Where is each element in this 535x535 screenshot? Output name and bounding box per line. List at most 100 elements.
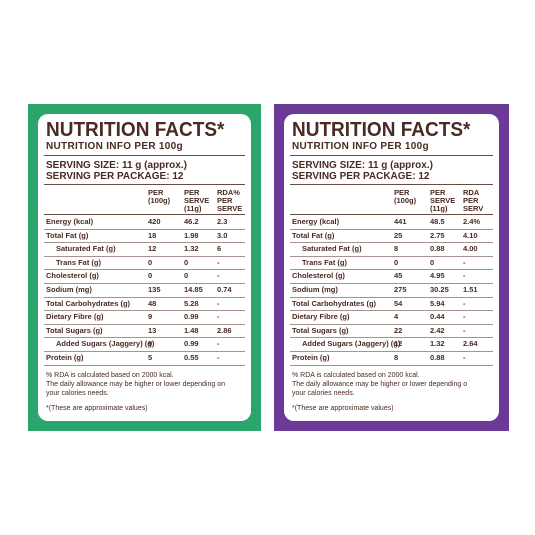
rule xyxy=(290,214,493,215)
column-header: RDA xyxy=(463,188,480,197)
note: The daily allowance may be higher or low… xyxy=(292,381,468,388)
row-label: Saturated Fat (g) xyxy=(302,244,362,254)
row-value: - xyxy=(217,339,220,349)
row-value: 1.98 xyxy=(184,230,199,240)
row-label: Total Carbohydrates (g) xyxy=(46,298,131,308)
row-value: - xyxy=(217,353,220,362)
note: % RDA is calculated based on 2000 kcal. xyxy=(292,372,420,379)
column-header: SERVE xyxy=(184,196,210,205)
row-value: 54 xyxy=(394,298,403,308)
row-value: 420 xyxy=(148,217,161,226)
row-value: - xyxy=(463,312,466,322)
rule xyxy=(290,155,493,156)
row-label: Dietary Fibre (g) xyxy=(292,312,350,322)
row-value: 9 xyxy=(148,312,153,322)
row-label: Added Sugars (Jaggery) (g) xyxy=(302,339,401,349)
note: your calories needs. xyxy=(46,390,109,397)
row-label: Cholesterol (g) xyxy=(46,271,99,281)
row-value: 0.74 xyxy=(217,285,232,294)
row-label: Energy (kcal) xyxy=(292,217,340,226)
row-value: 0.99 xyxy=(184,312,199,322)
row-value: 0 xyxy=(430,257,435,267)
row-rule xyxy=(290,296,493,298)
row-label: Total Fat (g) xyxy=(292,230,335,240)
row-value: 2.75 xyxy=(430,230,445,240)
row-rule xyxy=(290,310,493,312)
row-value: 1.32 xyxy=(184,244,199,254)
row-rule xyxy=(44,242,245,244)
column-header: PER xyxy=(217,196,233,205)
row-rule xyxy=(290,228,493,230)
row-value: 0.88 xyxy=(430,353,445,362)
row-value: 12 xyxy=(394,339,403,349)
row-value: - xyxy=(463,325,466,335)
row-value: 1.32 xyxy=(430,339,445,349)
rule xyxy=(44,184,245,185)
row-value: 441 xyxy=(394,217,407,226)
row-value: 0.55 xyxy=(184,353,199,362)
row-rule xyxy=(290,255,493,257)
row-value: 4 xyxy=(394,312,399,322)
row-value: 22 xyxy=(394,325,403,335)
row-value: - xyxy=(463,298,466,308)
row-value: 5.28 xyxy=(184,298,199,308)
row-value: - xyxy=(217,271,220,281)
title: NUTRITION FACTS* xyxy=(46,119,225,141)
row-value: 25 xyxy=(394,230,403,240)
row-rule xyxy=(44,364,245,366)
row-value: 9 xyxy=(148,339,153,349)
footnote: *(These are approximate values) xyxy=(292,405,394,412)
column-header: SERVE xyxy=(217,204,243,213)
row-label: Protein (g) xyxy=(46,353,84,362)
title: NUTRITION FACTS* xyxy=(292,119,471,141)
row-rule xyxy=(290,282,493,284)
row-value: 275 xyxy=(394,285,407,294)
row-rule xyxy=(44,269,245,271)
row-value: 0.44 xyxy=(430,312,445,322)
row-value: 13 xyxy=(148,325,157,335)
row-rule xyxy=(44,228,245,230)
serving-size: SERVING SIZE: 11 g (approx.) xyxy=(292,160,433,171)
row-label: Total Carbohydrates (g) xyxy=(292,298,377,308)
row-value: - xyxy=(217,257,220,267)
column-header: PER xyxy=(394,188,410,197)
row-value: 4.95 xyxy=(430,271,445,281)
row-value: 8 xyxy=(394,244,399,254)
note: your calories needs. xyxy=(292,390,355,397)
row-value: 4.00 xyxy=(463,244,478,254)
row-value: 0 xyxy=(148,257,153,267)
serving-size: SERVING SIZE: 11 g (approx.) xyxy=(46,160,187,171)
row-rule xyxy=(44,255,245,257)
row-label: Saturated Fat (g) xyxy=(56,244,116,254)
row-value: 0.99 xyxy=(184,339,199,349)
row-value: - xyxy=(463,257,466,267)
column-header: (11g) xyxy=(184,204,202,213)
subtitle: NUTRITION INFO PER 100g xyxy=(46,141,183,152)
row-value: 30.25 xyxy=(430,285,449,294)
column-header: RDA% xyxy=(217,188,240,197)
footnote: *(These are approximate values) xyxy=(46,405,148,412)
row-value: 1.51 xyxy=(463,285,478,294)
row-value: 2.3 xyxy=(217,217,228,226)
row-label: Cholesterol (g) xyxy=(292,271,345,281)
rule xyxy=(44,214,245,215)
row-value: 2.42 xyxy=(430,325,445,335)
row-rule xyxy=(44,337,245,339)
note: The daily allowance may be higher or low… xyxy=(46,381,225,388)
row-rule xyxy=(290,350,493,352)
row-label: Trans Fat (g) xyxy=(56,257,102,267)
serving-package: SERVING PER PACKAGE: 12 xyxy=(292,171,430,182)
row-value: 2.64 xyxy=(463,339,478,349)
row-value: 6 xyxy=(217,244,222,254)
row-value: - xyxy=(463,353,466,362)
row-value: 5 xyxy=(148,353,153,362)
row-value: 2.4% xyxy=(463,217,481,226)
column-header: PER xyxy=(430,188,446,197)
row-value: - xyxy=(217,298,220,308)
panel: NUTRITION FACTS* NUTRITION INFO PER 100g S… xyxy=(274,104,509,431)
row-value: 0 xyxy=(184,257,189,267)
row-value: 48 xyxy=(148,298,157,308)
row-value: 0 xyxy=(184,271,189,281)
row-value: 5.94 xyxy=(430,298,445,308)
row-value: 4.10 xyxy=(463,230,478,240)
